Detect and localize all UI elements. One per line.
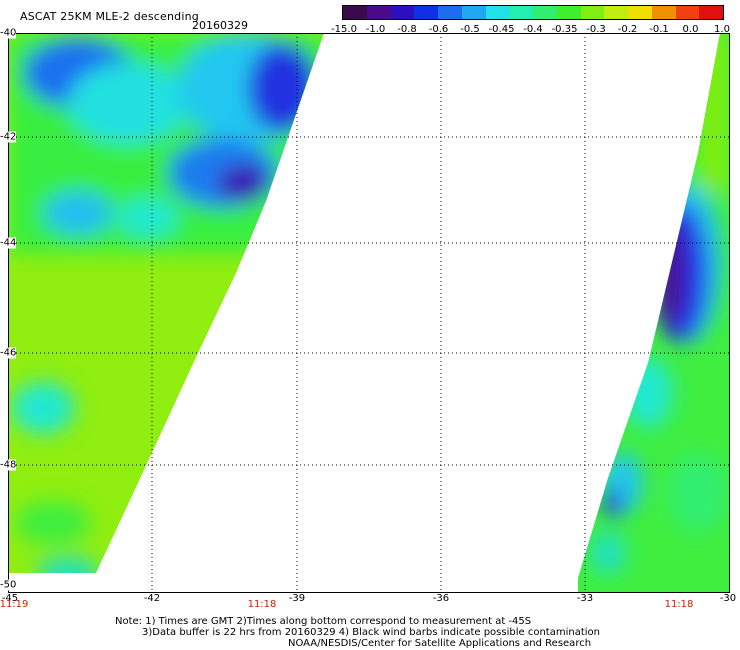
colorbar-label: -0.2 — [617, 24, 638, 35]
colorbar-swatch — [461, 6, 486, 19]
map-frame — [8, 33, 730, 593]
lat-label: -40 — [0, 27, 17, 39]
colorbar-label: -0.6 — [428, 24, 449, 35]
colorbar-label: -0.8 — [397, 24, 417, 35]
time-label: 11:18 — [247, 599, 277, 610]
colorbar-swatch — [366, 6, 391, 19]
colorbar-swatch — [675, 6, 700, 19]
colorbar-label: -0.5 — [460, 24, 480, 35]
colorbar-label: 1.0 — [714, 24, 730, 35]
colorbar-label: -0.3 — [586, 24, 606, 35]
product-date: 20160329 — [192, 19, 248, 32]
note-line-3: NOAA/NESDIS/Center for Satellite Applica… — [288, 638, 592, 649]
lat-label: -44 — [0, 237, 17, 249]
lat-label: -42 — [0, 131, 17, 143]
lon-label: -30 — [719, 593, 737, 604]
time-label: 11:18 — [664, 599, 694, 610]
time-label: 11:19 — [0, 599, 29, 610]
lon-label: -33 — [576, 593, 594, 604]
product-title: ASCAT 25KM MLE-2 descending — [20, 10, 199, 23]
colorbar-label: -15.0 — [331, 24, 357, 35]
colorbar-swatch — [533, 6, 557, 19]
colorbar-swatch — [343, 6, 367, 19]
colorbar-label: -0.35 — [551, 24, 578, 35]
colorbar-swatch — [580, 6, 605, 19]
colorbar — [342, 5, 724, 20]
note-line-2: 3)Data buffer is 22 hrs from 20160329 4)… — [142, 627, 600, 638]
lat-label: -48 — [0, 459, 17, 471]
colorbar-label: 0.0 — [682, 24, 699, 35]
colorbar-swatch — [390, 6, 415, 19]
colorbar-swatch — [414, 6, 438, 19]
colorbar-swatch — [438, 6, 462, 19]
lon-label: -42 — [143, 593, 161, 604]
lon-label: -36 — [432, 593, 450, 604]
colorbar-swatch — [699, 6, 723, 19]
lat-label: -46 — [0, 347, 17, 359]
lon-label: -39 — [288, 593, 306, 604]
swath-map — [8, 33, 730, 593]
colorbar-swatch — [509, 6, 533, 19]
colorbar-label: -0.4 — [523, 24, 543, 35]
lon-label: -45 — [1, 593, 19, 604]
colorbar-label: -0.1 — [649, 24, 669, 35]
grid — [8, 33, 730, 593]
colorbar-swatch — [651, 6, 676, 19]
colorbar-swatch — [556, 6, 581, 19]
colorbar-swatch — [628, 6, 652, 19]
colorbar-label: -1.0 — [365, 24, 386, 35]
note-line-1: Note: 1) Times are GMT 2)Times along bot… — [115, 616, 532, 627]
colorbar-swatch — [604, 6, 628, 19]
colorbar-label: -0.45 — [488, 24, 515, 35]
colorbar-swatch — [485, 6, 510, 19]
lat-label: -50 — [0, 579, 17, 591]
